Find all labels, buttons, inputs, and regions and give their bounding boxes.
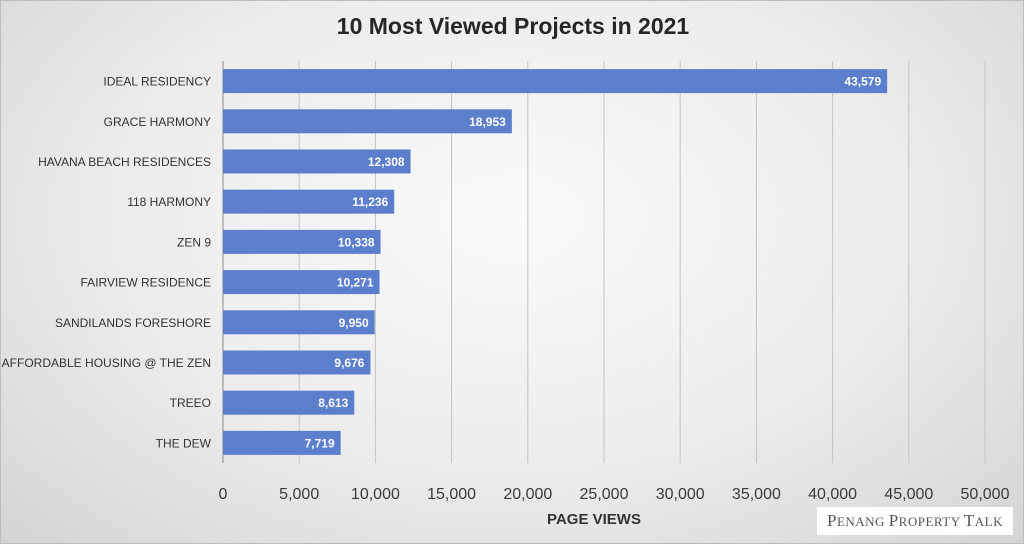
x-tick-label: 45,000 xyxy=(884,486,933,503)
category-label: 118 HARMONY xyxy=(127,195,211,209)
bar xyxy=(223,69,888,94)
data-label: 8,613 xyxy=(318,396,348,410)
data-label: 43,579 xyxy=(844,75,881,89)
chart-title: 10 Most Viewed Projects in 2021 xyxy=(336,13,690,39)
bar xyxy=(223,229,381,254)
bar xyxy=(223,109,512,134)
bar xyxy=(223,390,355,415)
data-label: 12,308 xyxy=(368,155,405,169)
x-tick-label: 25,000 xyxy=(580,486,629,503)
x-tick-label: 40,000 xyxy=(808,486,857,503)
data-label: 9,676 xyxy=(334,356,364,370)
data-label: 18,953 xyxy=(469,115,506,129)
data-label: 11,236 xyxy=(352,195,388,209)
watermark-logo: PENANG PROPERTY TALK xyxy=(816,507,1013,535)
x-axis-title: PAGE VIEWS xyxy=(547,511,641,528)
data-label: 7,719 xyxy=(305,436,335,450)
bar xyxy=(223,310,375,335)
x-tick-label: 15,000 xyxy=(427,486,476,503)
category-label: ZEN 9 xyxy=(177,235,211,249)
category-label: FAIRVIEW RESIDENCE xyxy=(81,276,211,290)
category-label: IDEAL RESIDENCY xyxy=(103,75,211,89)
bar xyxy=(223,270,380,295)
bar xyxy=(223,430,341,455)
bar xyxy=(223,350,371,375)
x-tick-label: 10,000 xyxy=(351,486,400,503)
category-label: SANDILANDS FORESHORE xyxy=(55,316,211,330)
x-tick-label: 50,000 xyxy=(961,486,1010,503)
data-label: 9,950 xyxy=(339,316,369,330)
category-label: AFFORDABLE HOUSING @ THE ZEN xyxy=(2,356,211,370)
x-tick-label: 0 xyxy=(219,486,228,503)
bar xyxy=(223,189,395,214)
x-tick-label: 20,000 xyxy=(503,486,552,503)
x-tick-label: 30,000 xyxy=(656,486,705,503)
category-label: GRACE HARMONY xyxy=(104,115,211,129)
bar xyxy=(223,149,411,174)
category-label: TREEO xyxy=(170,396,211,410)
category-label: HAVANA BEACH RESIDENCES xyxy=(38,155,211,169)
x-tick-label: 35,000 xyxy=(732,486,781,503)
category-label: THE DEW xyxy=(156,436,212,450)
x-tick-label: 5,000 xyxy=(279,486,319,503)
data-label: 10,338 xyxy=(338,235,375,249)
data-label: 10,271 xyxy=(337,276,374,290)
